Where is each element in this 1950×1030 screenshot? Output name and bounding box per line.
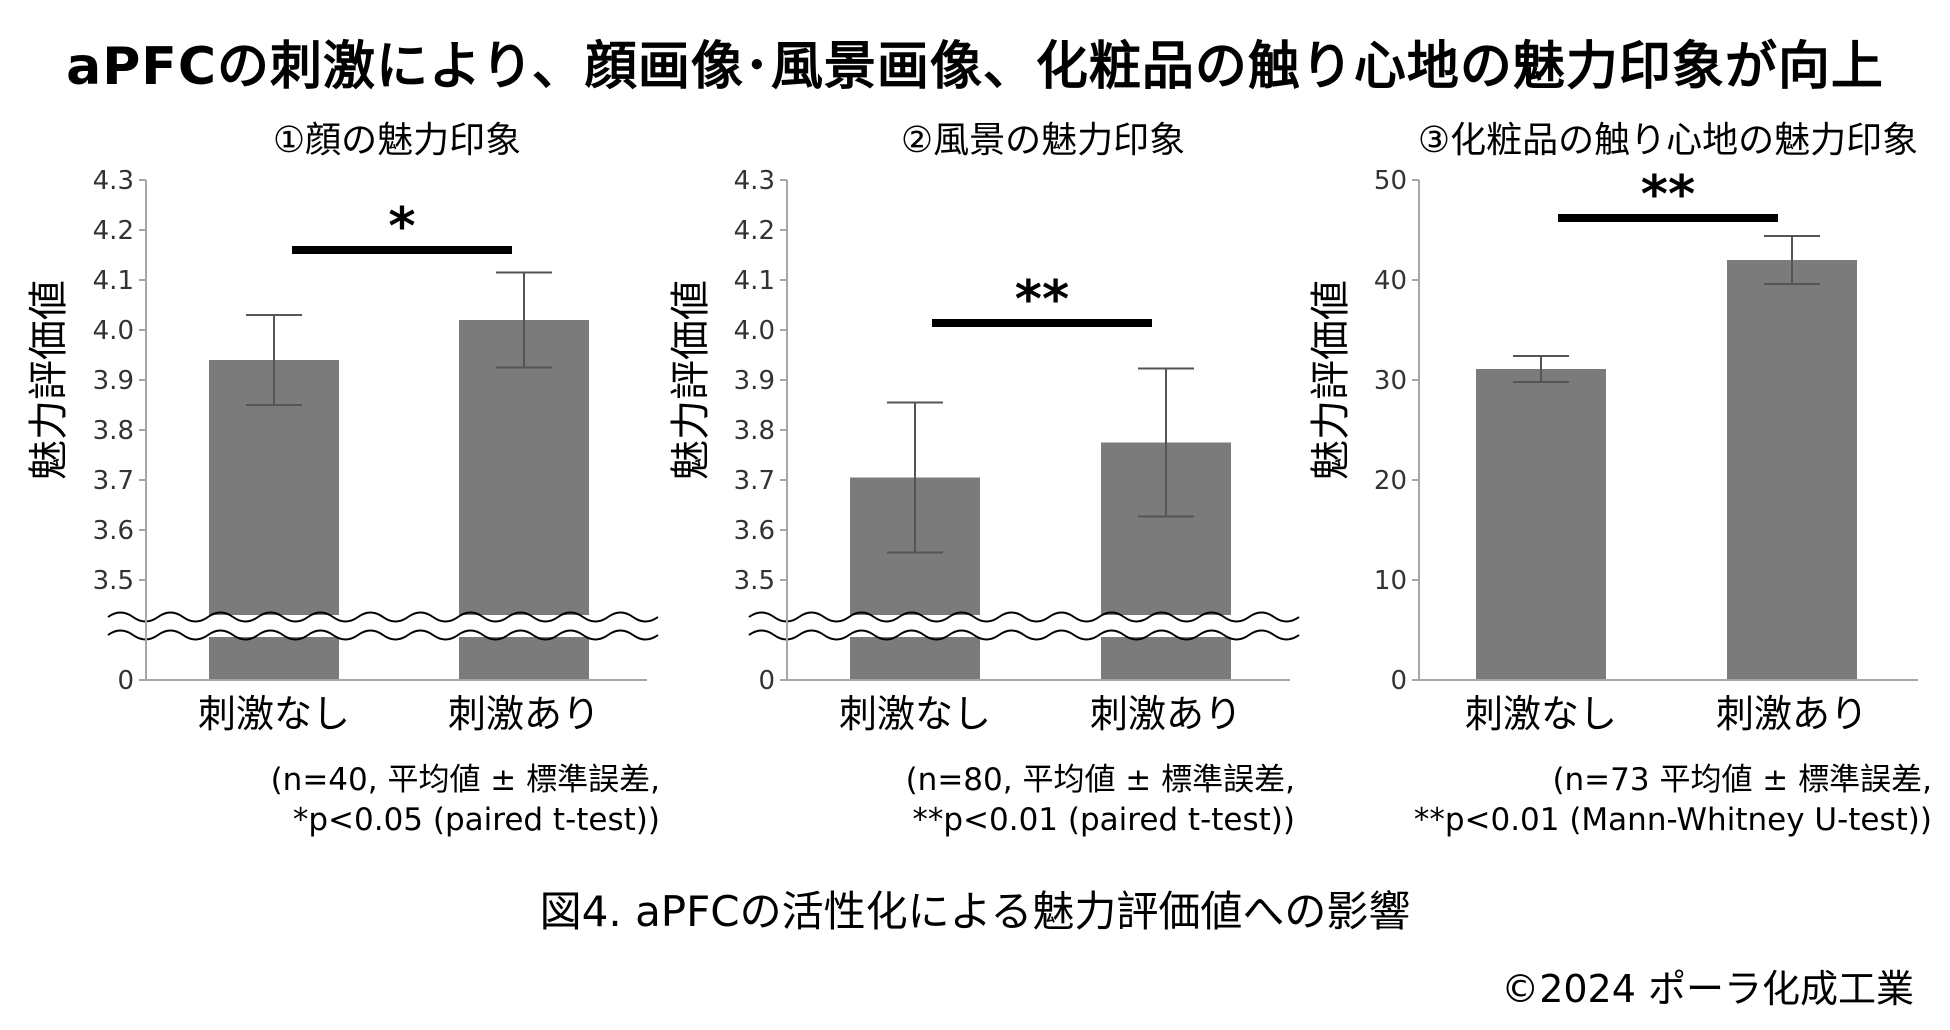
chart1-ytick-label-8: 3.6 — [93, 516, 134, 546]
chart3-ytick-label-2: 40 — [1374, 266, 1407, 296]
chart3-note-line2: **p<0.01 (Mann-Whitney U-test)) — [1413, 802, 1932, 838]
chart3-title: ③化粧品の触り心地の魅力印象 — [1418, 120, 1918, 161]
chart2-ytick-label-10: 0 — [758, 666, 775, 696]
chart1-title: ①顔の魅力印象 — [273, 120, 521, 161]
chart2-note: (n=80, 平均値 ± 標準誤差, **p<0.01 (paired t-te… — [906, 760, 1295, 840]
chart2-ytick-label-4: 4.0 — [734, 316, 775, 346]
chart1-axis-break-bottom — [107, 629, 659, 641]
chart1-note-line1: (n=40, 平均値 ± 標準誤差, — [270, 762, 660, 798]
chart1-ytick-label-5: 3.9 — [93, 366, 134, 396]
chart1-ytick-label-9: 3.5 — [93, 566, 134, 596]
chart3-category-2: 刺激あり — [1716, 692, 1868, 736]
chart3-ytick-label-3: 30 — [1374, 366, 1407, 396]
chart3-ytick-label-4: 20 — [1374, 466, 1407, 496]
chart2-significance-stars: ** — [1015, 270, 1069, 330]
chart1-ytick-label-4: 4.0 — [93, 316, 134, 346]
chart1-ytick-label-1: 4.3 — [93, 166, 134, 196]
chart1-ytick-label-3: 4.1 — [93, 266, 134, 296]
chart2-note-line1: (n=80, 平均値 ± 標準誤差, — [905, 762, 1295, 798]
chart1-axis-break-top — [107, 611, 659, 623]
chart3-category-1: 刺激なし — [1465, 692, 1617, 736]
chart1-note-line2: *p<0.05 (paired t-test)) — [292, 802, 660, 838]
chart3-ylabel: 魅力評価値 — [1308, 280, 1354, 480]
chart2-ytick-label-2: 4.2 — [734, 216, 775, 246]
main-title: aPFCの刺激により、顔画像･風景画像、化粧品の触り心地の魅力印象が向上 — [66, 37, 1884, 97]
chart1-note: (n=40, 平均値 ± 標準誤差, *p<0.05 (paired t-tes… — [271, 760, 660, 840]
copyright: ©2024 ポーラ化成工業 — [1501, 967, 1914, 1011]
chart1-ytick-label-7: 3.7 — [93, 466, 134, 496]
chart3-ytick-label-6: 0 — [1390, 666, 1407, 696]
chart2-ytick-label-6: 3.8 — [734, 416, 775, 446]
chart1-ytick-label-6: 3.8 — [93, 416, 134, 446]
chart2-axis-break-bottom — [748, 629, 1300, 641]
figure-caption: 図4. aPFCの活性化による魅力評価値への影響 — [539, 887, 1411, 936]
chart1-ytick-label-10: 0 — [117, 666, 134, 696]
chart2-category-2: 刺激あり — [1090, 692, 1242, 736]
chart3-bar-1 — [1476, 369, 1606, 680]
chart2-category-1: 刺激なし — [839, 692, 991, 736]
chart2-ytick-label-8: 3.6 — [734, 516, 775, 546]
chart3-significance-stars: ** — [1641, 165, 1695, 225]
chart3-ytick-label-1: 50 — [1374, 166, 1407, 196]
chart2-ytick-label-3: 4.1 — [734, 266, 775, 296]
chart2-ytick-label-7: 3.7 — [734, 466, 775, 496]
chart1-category-2: 刺激あり — [448, 692, 600, 736]
chart2-axis-break-top — [748, 611, 1300, 623]
chart2-ylabel: 魅力評価値 — [668, 280, 714, 480]
chart2-ytick-label-9: 3.5 — [734, 566, 775, 596]
chart1-ylabel: 魅力評価値 — [26, 280, 72, 480]
chart2-note-line2: **p<0.01 (paired t-test)) — [912, 802, 1295, 838]
chart2-title: ②風景の魅力印象 — [901, 120, 1185, 161]
chart3-bar-2 — [1727, 260, 1857, 680]
chart2-ytick-label-1: 4.3 — [734, 166, 775, 196]
chart3-ytick-label-5: 10 — [1374, 566, 1407, 596]
chart1-category-1: 刺激なし — [198, 692, 350, 736]
chart1-ytick-label-2: 4.2 — [93, 216, 134, 246]
chart1-significance-stars: * — [388, 197, 415, 257]
chart2-ytick-label-5: 3.9 — [734, 366, 775, 396]
chart3-note-line1: (n=73 平均値 ± 標準誤差, — [1552, 762, 1932, 798]
chart3-note: (n=73 平均値 ± 標準誤差, **p<0.01 (Mann-Whitney… — [1414, 760, 1932, 840]
